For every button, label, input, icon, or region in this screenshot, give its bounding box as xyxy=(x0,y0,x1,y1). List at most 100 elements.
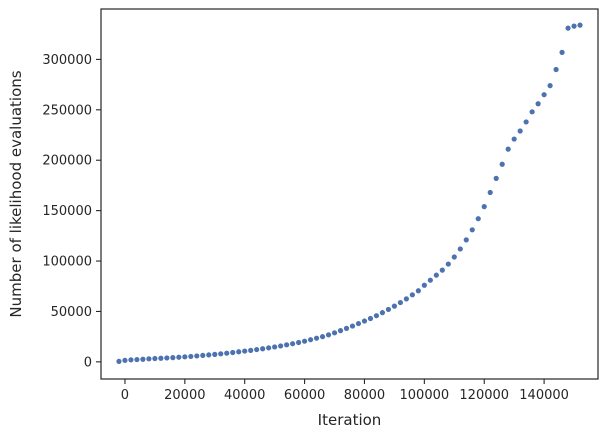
data-point xyxy=(505,146,511,152)
data-point xyxy=(337,328,344,334)
data-point xyxy=(140,356,146,362)
data-point xyxy=(355,320,362,327)
data-point xyxy=(427,277,433,283)
data-point xyxy=(349,323,356,329)
data-point xyxy=(433,272,439,278)
data-point xyxy=(487,189,493,196)
data-point xyxy=(230,349,236,356)
data-point xyxy=(445,261,451,267)
data-point xyxy=(146,356,152,362)
data-point xyxy=(242,348,248,354)
data-point xyxy=(475,216,481,222)
data-point xyxy=(284,342,290,348)
data-points xyxy=(116,22,583,364)
data-point xyxy=(212,351,218,358)
y-tick-label: 300000 xyxy=(42,53,92,68)
y-tick-label: 100000 xyxy=(42,255,92,270)
data-point xyxy=(457,246,463,252)
data-point xyxy=(547,83,553,89)
data-point xyxy=(517,128,523,134)
data-point xyxy=(254,346,260,353)
data-point xyxy=(403,296,409,302)
x-tick-label: 40000 xyxy=(224,388,265,403)
data-point xyxy=(559,49,565,55)
data-point xyxy=(158,355,164,361)
data-point xyxy=(290,341,296,347)
data-point xyxy=(379,310,386,316)
y-tick-label: 50000 xyxy=(51,305,92,320)
x-tick-label: 60000 xyxy=(284,388,325,403)
data-point xyxy=(535,101,541,107)
data-point xyxy=(248,347,254,353)
data-point xyxy=(469,227,475,233)
x-tick-label: 140000 xyxy=(519,388,569,403)
data-point xyxy=(122,357,128,363)
data-point xyxy=(511,136,517,142)
data-point xyxy=(116,358,122,364)
data-point xyxy=(397,299,403,306)
data-point xyxy=(128,357,134,363)
data-point xyxy=(391,303,398,309)
data-point xyxy=(361,318,368,324)
data-point xyxy=(523,119,529,125)
data-point xyxy=(176,354,182,360)
data-point xyxy=(200,352,206,359)
data-point xyxy=(415,288,421,294)
data-point xyxy=(206,352,212,358)
data-point xyxy=(266,345,272,351)
data-point xyxy=(565,25,571,31)
data-point xyxy=(541,92,547,98)
data-point xyxy=(373,313,380,319)
data-point xyxy=(451,254,457,260)
data-point xyxy=(577,22,583,28)
data-point xyxy=(409,292,415,298)
data-point xyxy=(170,355,176,361)
y-axis-ticks: 0 50000 100000 150000 200000 250000 300000 xyxy=(42,53,101,370)
x-axis-label: Iteration xyxy=(318,411,382,429)
data-point xyxy=(188,353,194,360)
data-point xyxy=(343,325,350,331)
data-point xyxy=(499,161,505,167)
data-point xyxy=(260,346,266,352)
data-point xyxy=(529,109,535,115)
data-point xyxy=(218,351,224,357)
plot-area xyxy=(100,8,599,380)
data-point xyxy=(331,330,338,336)
data-point xyxy=(553,66,559,73)
x-tick-label: 100000 xyxy=(400,388,450,403)
data-point xyxy=(325,332,332,338)
x-tick-label: 80000 xyxy=(344,388,385,403)
data-point xyxy=(571,23,577,29)
data-point xyxy=(164,355,170,361)
y-tick-label: 250000 xyxy=(42,103,92,118)
data-point xyxy=(463,237,469,243)
data-point xyxy=(493,175,499,181)
data-point xyxy=(319,334,326,340)
y-tick-label: 150000 xyxy=(42,204,92,219)
data-point xyxy=(224,350,230,356)
data-point xyxy=(439,267,445,273)
data-point xyxy=(481,204,487,210)
x-tick-label: 0 xyxy=(121,388,129,403)
x-tick-label: 20000 xyxy=(164,388,205,403)
y-tick-label: 0 xyxy=(84,355,92,370)
data-point xyxy=(194,353,200,359)
x-tick-label: 120000 xyxy=(459,388,509,403)
data-point xyxy=(236,349,242,355)
data-point xyxy=(134,356,140,363)
data-point xyxy=(296,339,302,346)
data-point xyxy=(367,315,374,322)
data-point xyxy=(307,337,314,343)
data-point xyxy=(182,354,188,360)
data-point xyxy=(152,355,158,362)
data-point xyxy=(313,335,320,341)
data-point xyxy=(272,344,278,350)
y-tick-label: 200000 xyxy=(42,154,92,169)
data-point xyxy=(278,343,284,349)
x-axis-ticks: 0 20000 40000 60000 80000 100000 120000 140000 xyxy=(121,379,569,403)
y-axis-label: Number of likelihood evaluations xyxy=(7,70,25,317)
data-point xyxy=(385,306,392,313)
data-point xyxy=(421,282,427,288)
data-point xyxy=(301,338,308,344)
